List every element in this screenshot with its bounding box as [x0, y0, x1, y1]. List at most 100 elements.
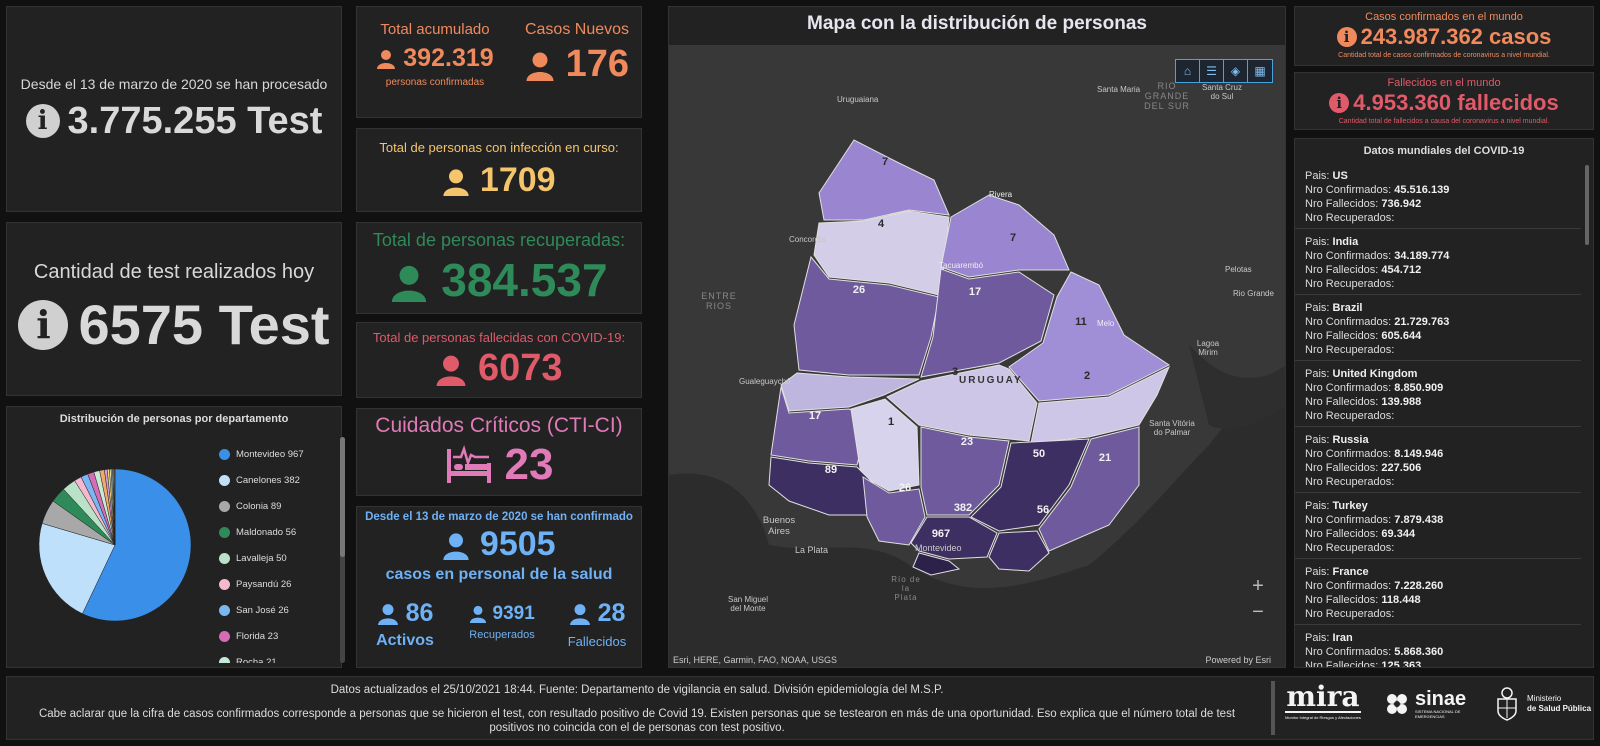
health-staff-caption-2: casos en personal de la salud	[385, 566, 613, 583]
country-entry[interactable]: Pais: Iran Nro Confirmados: 5.868.360 Nro …	[1295, 625, 1581, 667]
country-confirmed-row: Nro Confirmados: 7.228.260	[1305, 580, 1444, 592]
legend-item[interactable]: Paysandú 26	[219, 571, 334, 597]
health-staff-value: 9505	[479, 525, 556, 563]
country-name-row: Pais: US	[1305, 170, 1348, 182]
legend-swatch	[219, 552, 230, 564]
country-recovered-row: Nro Recuperados:	[1305, 344, 1395, 356]
person-icon	[569, 604, 590, 626]
layers-icon[interactable]: ◈	[1224, 60, 1248, 82]
person-icon	[443, 533, 470, 561]
uruguay-label: URUGUAY	[959, 375, 1023, 386]
recovered-panel: Total de personas recuperadas: 384.537	[356, 222, 642, 314]
pie-slice-16[interactable]	[114, 468, 116, 546]
footer-divider	[1271, 681, 1275, 735]
legend-label: Canelones 382	[236, 474, 300, 486]
place-santa-maria: Santa Maria	[1097, 85, 1141, 94]
country-name-row: Pais: United Kingdom	[1305, 368, 1418, 380]
department-value-canelones: 382	[954, 502, 972, 514]
recovered-label: Total de personas recuperadas:	[372, 229, 626, 250]
department-rio-negro[interactable]	[780, 372, 920, 412]
country-entry[interactable]: Pais: Brazil Nro Confirmados: 21.729.763 N…	[1295, 295, 1581, 361]
map-canvas[interactable]: 7 4 7 26 17 11 3 2 17 1 23 50 21 89 26 382 56 967 ⌂ ☰ ◈ ▦…	[669, 45, 1285, 667]
department-tacuarembo[interactable]	[920, 268, 1055, 378]
legend-item[interactable]: Colonia 89	[219, 493, 334, 519]
footer-update-line: Datos actualizados el 25/10/2021 18:44. …	[330, 684, 944, 696]
msp-logo: Ministerio de Salud Pública	[1493, 687, 1591, 721]
department-lavalleja[interactable]	[970, 438, 1090, 532]
country-list-scrollbar[interactable]	[1585, 165, 1589, 245]
person-icon	[377, 604, 398, 626]
person-icon	[443, 169, 470, 197]
legend-scrollbar[interactable]	[340, 437, 345, 663]
department-durazno[interactable]	[886, 364, 1038, 442]
tests-today-caption: Cantidad de test realizados hoy	[33, 261, 315, 283]
critical-care-value: 23	[504, 440, 554, 489]
deaths-value: 6073	[478, 347, 563, 389]
uruguay-choropleth[interactable]: 7 4 7 26 17 11 3 2 17 1 23 50 21 89 26 382 56 967	[669, 45, 1285, 667]
world-deaths-sub: Cantidad total de fallecidos a causa del…	[1338, 118, 1550, 125]
legend-item[interactable]: Montevideo 967	[219, 441, 334, 467]
country-recovered-row: Nro Recuperados:	[1305, 476, 1395, 488]
place-rio-plata: Río de la Plata	[891, 575, 921, 602]
department-san-jose[interactable]	[862, 476, 926, 546]
tests-total-panel: Desde el 13 de marzo de 2020 se han proc…	[6, 6, 342, 212]
department-paysandu[interactable]	[793, 255, 940, 376]
person-icon	[437, 355, 466, 386]
world-list-title: Datos mundiales del COVID-19	[1363, 145, 1525, 157]
total-accumulated-block: Total acumulado 392.319 personas confirm…	[365, 21, 505, 88]
person-icon	[377, 50, 396, 70]
legend-list-icon[interactable]: ☰	[1200, 60, 1224, 82]
department-cerro-largo[interactable]	[1008, 271, 1170, 402]
tests-total-value: 3.775.255 Test	[67, 99, 323, 142]
country-entry[interactable]: Pais: United Kingdom Nro Confirmados: 8.8…	[1295, 361, 1581, 427]
world-deaths-label: Fallecidos en el mundo	[1387, 77, 1501, 89]
country-entry[interactable]: Pais: US Nro Confirmados: 45.516.139 Nro F…	[1295, 163, 1581, 229]
sinae-logo: sinae SISTEMA NACIONAL DE EMERGENCIAS	[1383, 689, 1475, 719]
country-entry[interactable]: Pais: India Nro Confirmados: 34.189.774 Nr…	[1295, 229, 1581, 295]
country-list[interactable]: Pais: US Nro Confirmados: 45.516.139 Nro F…	[1295, 163, 1581, 667]
department-artigas[interactable]	[818, 139, 950, 221]
deaths-label: Total de personas fallecidas con COVID-1…	[372, 330, 626, 345]
world-deaths-value: 4.953.360 fallecidos	[1353, 90, 1559, 115]
department-montevideo[interactable]	[912, 552, 961, 576]
pie-slice-canelones[interactable]	[38, 523, 116, 614]
new-cases-label: Casos Nuevos	[524, 21, 630, 38]
country-name-row: Pais: Russia	[1305, 434, 1369, 446]
department-rivera[interactable]	[940, 194, 1070, 278]
legend-item[interactable]: Rocha 21	[219, 649, 334, 663]
department-maldonado[interactable]	[988, 530, 1050, 572]
zoom-out-button[interactable]: −	[1252, 601, 1264, 623]
active-infections-label: Total de personas con infección en curso…	[379, 140, 619, 155]
pie-legend: Montevideo 967 Canelones 382 Colonia 89 Mal…	[219, 441, 334, 663]
legend-item[interactable]: Maldonado 56	[219, 519, 334, 545]
world-cases-value-row: i 243.987.362 casos	[1295, 24, 1593, 50]
zoom-in-button[interactable]: +	[1252, 575, 1264, 597]
health-staff-active-label: Activos	[376, 632, 434, 649]
home-icon[interactable]: ⌂	[1176, 60, 1200, 82]
country-entry[interactable]: Pais: France Nro Confirmados: 7.228.260 Nr…	[1295, 559, 1581, 625]
legend-item[interactable]: Lavalleja 50	[219, 545, 334, 571]
hospital-bed-icon	[446, 445, 491, 483]
department-rocha[interactable]	[1038, 426, 1140, 552]
total-accumulated-value: 392.319	[403, 44, 494, 72]
legend-item[interactable]: Florida 23	[219, 623, 334, 649]
health-staff-recovered-label: Recuperados	[469, 629, 535, 641]
department-florida[interactable]	[920, 426, 1010, 516]
legend-item[interactable]: Canelones 382	[219, 467, 334, 493]
legend-item[interactable]: San José 26	[219, 597, 334, 623]
place-entre-rios: ENTRE RIOS	[701, 291, 737, 311]
department-value-soriano: 17	[809, 410, 821, 422]
country-entry[interactable]: Pais: Russia Nro Confirmados: 8.149.946 Nr…	[1295, 427, 1581, 493]
world-cases-label: Casos confirmados en el mundo	[1365, 11, 1523, 23]
place-santa-cruz: Santa Cruz do Sul	[1201, 83, 1243, 101]
basemap-gallery-icon[interactable]: ▦	[1248, 60, 1272, 82]
department-pie-panel: Distribución de personas por departament…	[6, 406, 345, 668]
health-staff-deaths: 28 Fallecidos	[555, 599, 639, 649]
person-icon	[470, 605, 487, 623]
health-staff-active: 86 Activos	[365, 599, 445, 650]
pie-slice-montevideo[interactable]	[82, 468, 192, 622]
department-value-maldonado: 56	[1037, 504, 1049, 516]
department-value-durazno: 3	[952, 366, 958, 378]
department-canelones[interactable]	[910, 516, 998, 560]
country-entry[interactable]: Pais: Turkey Nro Confirmados: 7.879.438 Nr…	[1295, 493, 1581, 559]
